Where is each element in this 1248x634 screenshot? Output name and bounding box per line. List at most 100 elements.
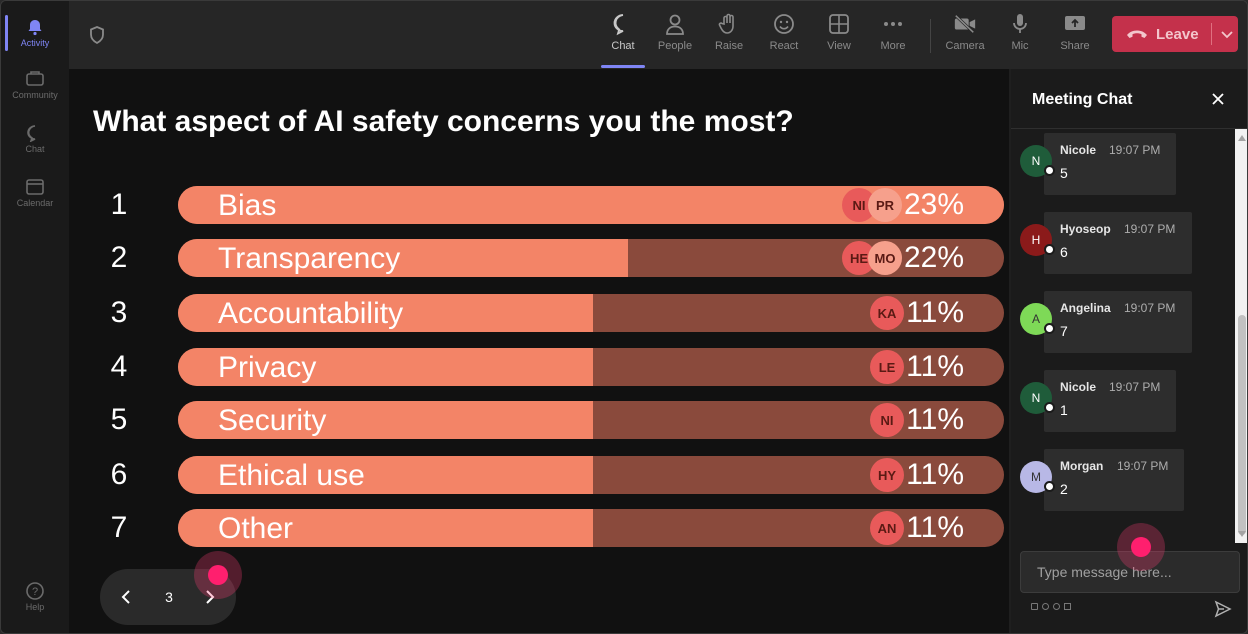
chat-header: Meeting Chat <box>1011 69 1247 129</box>
message-time: 19:07 PM <box>1117 459 1169 473</box>
react-button[interactable]: React <box>758 11 810 61</box>
people-icon <box>663 11 687 37</box>
option-percentage: 23% <box>903 188 964 221</box>
option-number: 7 <box>110 511 128 544</box>
view-label: View <box>827 40 851 52</box>
chevron-right-icon[interactable] <box>200 587 220 607</box>
attach-icon[interactable] <box>1042 603 1049 610</box>
option-bar: Accountability KA 11% <box>178 294 1004 332</box>
rail-item-chat[interactable]: Chat <box>1 113 69 165</box>
meeting-toolbar: Chat People Raise React View More Camera <box>69 1 1247 69</box>
scroll-up-icon[interactable] <box>1238 135 1246 141</box>
rail-item-label: Chat <box>25 144 45 154</box>
format-icon[interactable] <box>1031 603 1038 610</box>
message-time: 19:07 PM <box>1124 301 1176 315</box>
poll-option-row: 5 Security NI 11% <box>69 401 1009 439</box>
message-time: 19:07 PM <box>1109 143 1161 157</box>
chat-message: Nicole 19:07 PM 5 N <box>1011 129 1235 195</box>
voter-avatar: HY <box>870 458 904 492</box>
people-label: People <box>657 40 693 52</box>
raise-hand-button[interactable]: Raise <box>703 11 755 61</box>
poll-option-row: 6 Ethical use HY 11% <box>69 456 1009 494</box>
mic-icon <box>1008 11 1032 37</box>
rail-item-calendar[interactable]: Calendar <box>1 167 69 219</box>
presence-status-icon <box>1044 323 1055 334</box>
option-bar: Bias NI PR 23% <box>178 186 1004 224</box>
chat-message: Morgan 19:07 PM 2 M <box>1011 445 1235 511</box>
option-bar-fill <box>178 348 593 386</box>
option-number: 1 <box>110 188 128 221</box>
rail-item-community[interactable]: Community <box>1 59 69 111</box>
option-label: Other <box>218 512 294 545</box>
message-time: 19:07 PM <box>1109 380 1161 394</box>
chevron-down-icon[interactable] <box>1220 27 1234 41</box>
camera-button[interactable]: Camera <box>939 11 991 61</box>
option-bar-fill <box>178 401 593 439</box>
option-label: Transparency <box>218 242 401 275</box>
community-icon <box>25 70 45 88</box>
meeting-chat-panel: Meeting Chat Nicole 19:07 PM 5 N Hyoseop 19:0… <box>1011 69 1247 633</box>
option-bar: Security NI 11% <box>178 401 1004 439</box>
poll-question: What aspect of AI safety concerns you th… <box>93 105 794 138</box>
chevron-left-icon[interactable] <box>116 587 136 607</box>
scroll-down-icon[interactable] <box>1238 531 1246 537</box>
gif-icon[interactable] <box>1064 603 1071 610</box>
leave-button[interactable]: Leave <box>1112 16 1238 52</box>
voter-avatar: LE <box>870 350 904 384</box>
option-percentage: 11% <box>906 296 964 329</box>
view-button[interactable]: View <box>813 11 865 61</box>
sender-name: Nicole <box>1060 380 1097 394</box>
message-text: 7 <box>1060 323 1068 339</box>
chat-icon <box>25 124 45 142</box>
mic-button[interactable]: Mic <box>994 11 1046 61</box>
chat-message: Hyoseop 19:07 PM 6 H <box>1011 208 1235 274</box>
pointer-highlight <box>194 551 242 599</box>
more-label: More <box>880 40 906 52</box>
rail-item-activity[interactable]: Activity <box>1 7 69 59</box>
rail-item-label: Activity <box>20 38 50 48</box>
message-time: 19:07 PM <box>1124 222 1176 236</box>
scroll-thumb[interactable] <box>1238 315 1246 535</box>
raise-label: Raise <box>714 40 744 52</box>
share-screen-icon <box>1063 11 1087 37</box>
message-bubble: Nicole 19:07 PM 1 <box>1044 370 1176 432</box>
option-percentage: 11% <box>906 458 964 491</box>
chat-button[interactable]: Chat <box>597 11 649 68</box>
emoji-icon[interactable] <box>1053 603 1060 610</box>
poll-option-row: 3 Accountability KA 11% <box>69 294 1009 332</box>
message-text: 1 <box>1060 402 1068 418</box>
option-bar-fill <box>178 509 593 547</box>
option-bar-fill <box>178 294 593 332</box>
chat-icon <box>611 11 635 37</box>
chat-label: Chat <box>611 40 635 52</box>
chat-message: Angelina 19:07 PM 7 A <box>1011 287 1235 353</box>
message-bubble: Nicole 19:07 PM 5 <box>1044 133 1176 195</box>
option-number: 4 <box>110 350 128 383</box>
option-number: 6 <box>110 458 128 491</box>
voter-avatar: KA <box>870 296 904 330</box>
presence-status-icon <box>1044 244 1055 255</box>
option-percentage: 11% <box>906 350 964 383</box>
presence-status-icon <box>1044 165 1055 176</box>
send-icon[interactable] <box>1214 600 1232 618</box>
people-button[interactable]: People <box>649 11 701 61</box>
share-button[interactable]: Share <box>1049 11 1101 61</box>
message-bubble: Hyoseop 19:07 PM 6 <box>1044 212 1192 274</box>
message-text: 6 <box>1060 244 1068 260</box>
message-text: 5 <box>1060 165 1068 181</box>
option-bar-fill <box>178 239 628 277</box>
chat-title: Meeting Chat <box>1032 91 1133 108</box>
rail-item-help[interactable]: ? Help <box>1 571 69 623</box>
option-number: 3 <box>110 296 128 329</box>
chat-message-input[interactable] <box>1020 551 1240 593</box>
chat-scrollbar[interactable] <box>1235 129 1247 543</box>
chat-message: Nicole 19:07 PM 1 N <box>1011 366 1235 432</box>
leave-divider <box>1210 23 1212 45</box>
more-button[interactable]: More <box>867 11 919 61</box>
shield-icon[interactable] <box>87 25 107 45</box>
close-icon[interactable] <box>1210 91 1226 107</box>
option-bar-fill <box>178 456 593 494</box>
poll-results-stage: What aspect of AI safety concerns you th… <box>69 69 1009 633</box>
hand-icon <box>717 11 741 37</box>
